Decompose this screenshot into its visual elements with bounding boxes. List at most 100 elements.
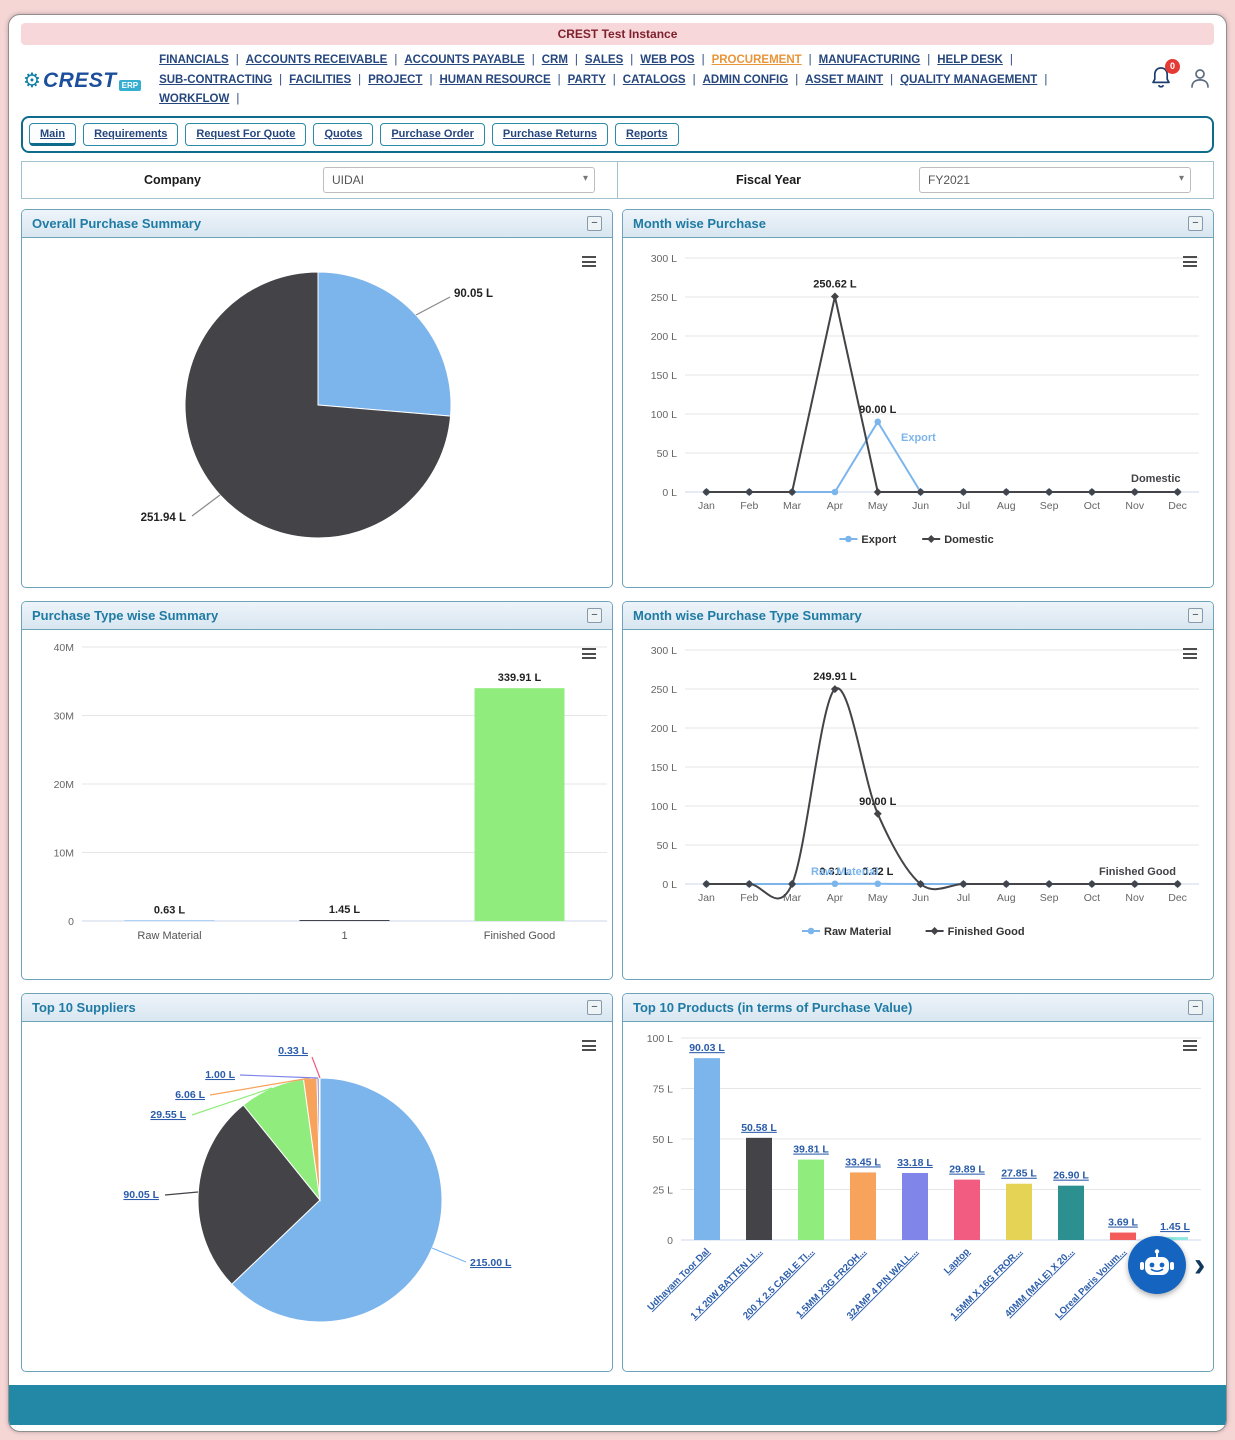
tab-requirements[interactable]: Requirements [83,122,179,146]
nav-item-facilities[interactable]: FACILITIES [289,73,352,86]
nav-item-accounts-receivable[interactable]: ACCOUNTS RECEIVABLE [245,54,388,66]
chart-context-menu-icon[interactable] [582,254,596,270]
bar-1-5mm-x3g-fr2oh[interactable] [850,1172,876,1240]
nav-item-manufacturing[interactable]: MANUFACTURING [818,54,921,66]
series-marker[interactable] [1002,879,1011,888]
series-marker[interactable] [1045,879,1054,888]
series-marker[interactable] [745,879,754,888]
pie-slice[interactable] [317,271,452,417]
bar-value-label[interactable]: 33.18 L [897,1157,933,1169]
nav-item-help-desk[interactable]: HELP DESK [937,54,1003,66]
chart-context-menu-icon[interactable] [582,1038,596,1054]
series-marker[interactable] [930,926,939,935]
bar-laptop[interactable] [954,1179,980,1240]
panel-collapse-button[interactable]: − [1188,607,1203,623]
bar-value-label[interactable]: 26.90 L [1053,1169,1089,1181]
legend-item-raw-material[interactable]: Raw Material [802,926,891,938]
bar-raw-material[interactable] [124,920,215,921]
series-marker[interactable] [874,418,882,425]
bar-1-5mm-x-16g-fror[interactable] [1006,1183,1032,1240]
panel-collapse-button[interactable]: − [1188,215,1203,231]
bar-item[interactable] [1162,1236,1188,1240]
nav-item-crm[interactable]: CRM [541,54,568,66]
nav-item-financials[interactable]: FINANCIALS [159,54,229,66]
nav-item-project[interactable]: PROJECT [368,73,423,86]
series-marker[interactable] [830,292,839,301]
series-marker[interactable] [873,809,882,818]
bar-value-label[interactable]: 29.89 L [949,1163,985,1175]
nav-item-procurement[interactable]: PROCUREMENT [711,54,802,66]
tab-quotes[interactable]: Quotes [313,122,374,146]
series-marker[interactable] [830,684,839,693]
series-marker[interactable] [1087,879,1096,888]
bar-value-label[interactable]: 39.81 L [793,1143,829,1155]
bar-loreal-paris-volum[interactable] [1110,1232,1136,1240]
series-marker[interactable] [927,534,936,543]
legend-item-finished-good[interactable]: Finished Good [925,926,1025,938]
nav-item-admin-config[interactable]: ADMIN CONFIG [702,73,789,86]
bar-value-label[interactable]: 50.58 L [741,1121,777,1133]
series-marker[interactable] [702,879,711,888]
bar-200-x-2-5-cable-ti[interactable] [798,1159,824,1240]
nav-item-sub-contracting[interactable]: SUB-CONTRACTING [159,73,273,86]
bar-40mm-male-x-20[interactable] [1058,1185,1084,1240]
chart-context-menu-icon[interactable] [582,646,596,662]
tab-reports[interactable]: Reports [615,122,679,146]
pie-slice-label[interactable]: 90.05 L [123,1189,159,1201]
tab-purchase-returns[interactable]: Purchase Returns [491,122,609,146]
series-marker[interactable] [1002,487,1011,496]
series-marker[interactable] [1087,487,1096,496]
company-select[interactable]: UIDAI [323,166,595,193]
nav-item-workflow[interactable]: WORKFLOW [159,93,230,106]
series-marker[interactable] [788,487,797,496]
series-marker[interactable] [1130,487,1139,496]
pie-slice[interactable] [197,1103,321,1285]
chat-bot-button[interactable] [1128,1236,1186,1294]
pie-slice[interactable] [184,271,452,539]
bar-value-label[interactable]: 3.69 L [1108,1216,1138,1228]
panel-collapse-button[interactable]: − [587,215,602,231]
bar-value-label[interactable]: 1.45 L [1160,1221,1190,1233]
bar-udhayam-toor-dal[interactable] [694,1057,720,1240]
x-axis-category-label[interactable]: Laptop [942,1246,972,1276]
bar-1-x-20w-batten-li[interactable] [746,1137,772,1240]
nav-item-human-resource[interactable]: HUMAN RESOURCE [439,73,551,86]
legend-item-domestic[interactable]: Domestic [922,534,994,546]
series-marker[interactable] [702,487,711,496]
panel-collapse-button[interactable]: − [587,999,602,1015]
pie-slice-label[interactable]: 215.00 L [470,1257,512,1269]
panel-collapse-button[interactable]: − [1188,999,1203,1015]
series-marker[interactable] [831,488,839,495]
nav-item-web-pos[interactable]: WEB POS [640,54,695,66]
series-marker[interactable] [1173,879,1182,888]
series-marker[interactable] [959,487,968,496]
chart-context-menu-icon[interactable] [1183,254,1197,270]
fiscal-year-select[interactable]: FY2021 [919,166,1191,193]
crest-logo[interactable]: ⚙ CREST ERP [23,70,142,91]
legend-item-export[interactable]: Export [839,534,897,546]
series-marker[interactable] [873,487,882,496]
bar-1[interactable] [299,919,390,921]
series-line-domestic[interactable] [706,295,1178,493]
series-marker[interactable] [1130,879,1139,888]
series-line-export[interactable] [706,420,1178,493]
bar-value-label[interactable]: 90.03 L [689,1042,725,1054]
nav-item-quality-management[interactable]: QUALITY MANAGEMENT [900,73,1038,86]
series-marker[interactable] [959,879,968,888]
pie-slice-label[interactable]: 0.33 L [278,1045,308,1057]
series-marker[interactable] [831,880,839,887]
bar-value-label[interactable]: 33.45 L [845,1156,881,1168]
series-marker[interactable] [916,879,925,888]
series-marker[interactable] [916,487,925,496]
nav-item-accounts-payable[interactable]: ACCOUNTS PAYABLE [404,54,525,66]
bar-value-label[interactable]: 27.85 L [1001,1167,1037,1179]
pie-slice-label[interactable]: 6.06 L [175,1089,205,1101]
tab-purchase-order[interactable]: Purchase Order [380,122,485,146]
nav-item-party[interactable]: PARTY [567,73,606,86]
chart-context-menu-icon[interactable] [1183,1038,1197,1054]
notifications-bell-icon[interactable]: 0 [1150,58,1180,95]
panel-collapse-button[interactable]: − [587,607,602,623]
series-marker[interactable] [788,879,797,888]
bar-finished-good[interactable] [474,687,565,921]
chat-expand-arrow[interactable]: › [1194,1246,1206,1284]
